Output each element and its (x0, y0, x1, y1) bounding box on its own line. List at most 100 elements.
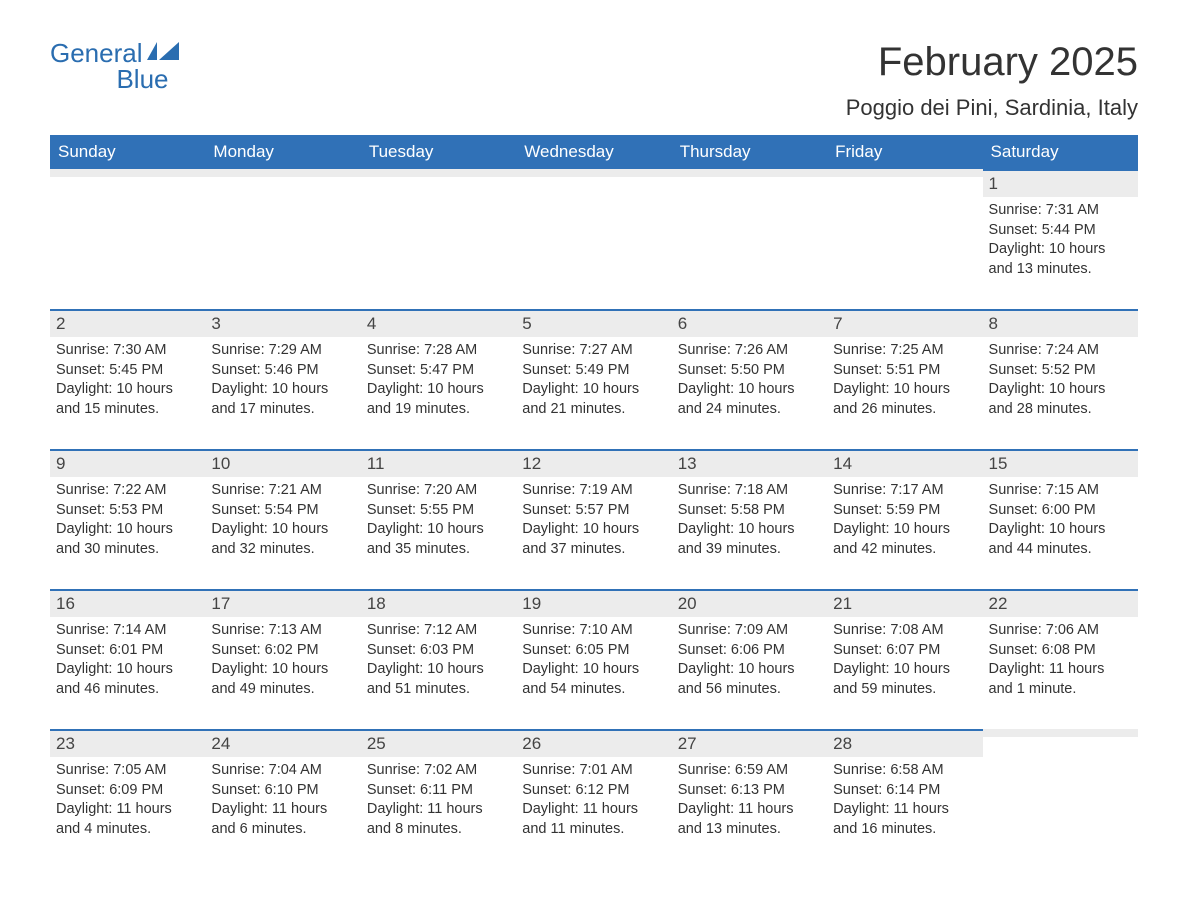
day-number (361, 169, 516, 177)
day-number: 5 (516, 309, 671, 337)
day-number: 1 (983, 169, 1138, 197)
calendar-cell: 27Sunrise: 6:59 AMSunset: 6:13 PMDayligh… (672, 729, 827, 869)
day-number (827, 169, 982, 177)
calendar-cell: 15Sunrise: 7:15 AMSunset: 6:00 PMDayligh… (983, 449, 1138, 589)
daylight-text: Daylight: 10 hours and 46 minutes. (56, 660, 199, 699)
day-content: Sunrise: 7:26 AMSunset: 5:50 PMDaylight:… (672, 337, 827, 427)
sunset-text: Sunset: 5:46 PM (211, 361, 354, 381)
sunrise-text: Sunrise: 7:21 AM (211, 481, 354, 501)
day-number: 7 (827, 309, 982, 337)
calendar-cell (516, 169, 671, 309)
calendar-cell (827, 169, 982, 309)
day-content: Sunrise: 7:20 AMSunset: 5:55 PMDaylight:… (361, 477, 516, 567)
day-number: 28 (827, 729, 982, 757)
calendar-cell: 8Sunrise: 7:24 AMSunset: 5:52 PMDaylight… (983, 309, 1138, 449)
sunrise-text: Sunrise: 7:13 AM (211, 621, 354, 641)
calendar-cell: 10Sunrise: 7:21 AMSunset: 5:54 PMDayligh… (205, 449, 360, 589)
logo-icon (147, 40, 179, 66)
day-number (205, 169, 360, 177)
sunrise-text: Sunrise: 6:58 AM (833, 761, 976, 781)
day-number: 26 (516, 729, 671, 757)
day-content: Sunrise: 7:22 AMSunset: 5:53 PMDaylight:… (50, 477, 205, 567)
day-number (672, 169, 827, 177)
sunrise-text: Sunrise: 7:28 AM (367, 341, 510, 361)
day-content: Sunrise: 7:25 AMSunset: 5:51 PMDaylight:… (827, 337, 982, 427)
title-block: February 2025 Poggio dei Pini, Sardinia,… (846, 40, 1138, 121)
calendar-cell: 4Sunrise: 7:28 AMSunset: 5:47 PMDaylight… (361, 309, 516, 449)
calendar-cell: 25Sunrise: 7:02 AMSunset: 6:11 PMDayligh… (361, 729, 516, 869)
day-content: Sunrise: 7:10 AMSunset: 6:05 PMDaylight:… (516, 617, 671, 707)
logo-text-2: Blue (116, 66, 168, 92)
sunset-text: Sunset: 5:54 PM (211, 501, 354, 521)
day-content: Sunrise: 6:59 AMSunset: 6:13 PMDaylight:… (672, 757, 827, 847)
calendar-cell: 3Sunrise: 7:29 AMSunset: 5:46 PMDaylight… (205, 309, 360, 449)
sunset-text: Sunset: 5:59 PM (833, 501, 976, 521)
sunrise-text: Sunrise: 7:22 AM (56, 481, 199, 501)
day-number: 18 (361, 589, 516, 617)
calendar-cell: 24Sunrise: 7:04 AMSunset: 6:10 PMDayligh… (205, 729, 360, 869)
calendar-cell (361, 169, 516, 309)
day-number: 22 (983, 589, 1138, 617)
day-content: Sunrise: 7:14 AMSunset: 6:01 PMDaylight:… (50, 617, 205, 707)
sunset-text: Sunset: 6:05 PM (522, 641, 665, 661)
day-number: 12 (516, 449, 671, 477)
sunrise-text: Sunrise: 7:10 AM (522, 621, 665, 641)
daylight-text: Daylight: 10 hours and 42 minutes. (833, 520, 976, 559)
sunset-text: Sunset: 6:13 PM (678, 781, 821, 801)
sunrise-text: Sunrise: 7:25 AM (833, 341, 976, 361)
calendar-table: Sunday Monday Tuesday Wednesday Thursday… (50, 135, 1138, 869)
daylight-text: Daylight: 10 hours and 32 minutes. (211, 520, 354, 559)
sunset-text: Sunset: 5:49 PM (522, 361, 665, 381)
calendar-cell (205, 169, 360, 309)
calendar-cell: 7Sunrise: 7:25 AMSunset: 5:51 PMDaylight… (827, 309, 982, 449)
daylight-text: Daylight: 11 hours and 8 minutes. (367, 800, 510, 839)
month-title: February 2025 (846, 40, 1138, 85)
day-content: Sunrise: 7:21 AMSunset: 5:54 PMDaylight:… (205, 477, 360, 567)
day-number: 4 (361, 309, 516, 337)
calendar-cell: 16Sunrise: 7:14 AMSunset: 6:01 PMDayligh… (50, 589, 205, 729)
daylight-text: Daylight: 10 hours and 51 minutes. (367, 660, 510, 699)
sunset-text: Sunset: 6:01 PM (56, 641, 199, 661)
daylight-text: Daylight: 11 hours and 4 minutes. (56, 800, 199, 839)
sunrise-text: Sunrise: 7:20 AM (367, 481, 510, 501)
sunrise-text: Sunrise: 7:14 AM (56, 621, 199, 641)
sunset-text: Sunset: 5:50 PM (678, 361, 821, 381)
sunrise-text: Sunrise: 7:29 AM (211, 341, 354, 361)
sunrise-text: Sunrise: 7:24 AM (989, 341, 1132, 361)
calendar-body: 1Sunrise: 7:31 AMSunset: 5:44 PMDaylight… (50, 169, 1138, 869)
calendar-header-row: Sunday Monday Tuesday Wednesday Thursday… (50, 135, 1138, 169)
day-content: Sunrise: 7:28 AMSunset: 5:47 PMDaylight:… (361, 337, 516, 427)
daylight-text: Daylight: 10 hours and 39 minutes. (678, 520, 821, 559)
day-number: 8 (983, 309, 1138, 337)
day-content: Sunrise: 7:30 AMSunset: 5:45 PMDaylight:… (50, 337, 205, 427)
day-content: Sunrise: 6:58 AMSunset: 6:14 PMDaylight:… (827, 757, 982, 847)
sunrise-text: Sunrise: 7:30 AM (56, 341, 199, 361)
daylight-text: Daylight: 10 hours and 21 minutes. (522, 380, 665, 419)
sunrise-text: Sunrise: 7:26 AM (678, 341, 821, 361)
day-header-sunday: Sunday (50, 135, 205, 169)
day-number (516, 169, 671, 177)
calendar-cell: 20Sunrise: 7:09 AMSunset: 6:06 PMDayligh… (672, 589, 827, 729)
day-number: 23 (50, 729, 205, 757)
calendar-cell: 28Sunrise: 6:58 AMSunset: 6:14 PMDayligh… (827, 729, 982, 869)
calendar-week-row: 2Sunrise: 7:30 AMSunset: 5:45 PMDaylight… (50, 309, 1138, 449)
sunset-text: Sunset: 5:45 PM (56, 361, 199, 381)
sunset-text: Sunset: 6:00 PM (989, 501, 1132, 521)
header: General Blue February 2025 Poggio dei Pi… (50, 40, 1138, 121)
calendar-cell: 18Sunrise: 7:12 AMSunset: 6:03 PMDayligh… (361, 589, 516, 729)
day-header-monday: Monday (205, 135, 360, 169)
sunset-text: Sunset: 5:53 PM (56, 501, 199, 521)
sunset-text: Sunset: 5:44 PM (989, 221, 1132, 241)
day-content: Sunrise: 7:02 AMSunset: 6:11 PMDaylight:… (361, 757, 516, 847)
calendar-week-row: 1Sunrise: 7:31 AMSunset: 5:44 PMDaylight… (50, 169, 1138, 309)
sunrise-text: Sunrise: 7:01 AM (522, 761, 665, 781)
calendar-cell: 14Sunrise: 7:17 AMSunset: 5:59 PMDayligh… (827, 449, 982, 589)
calendar-cell: 23Sunrise: 7:05 AMSunset: 6:09 PMDayligh… (50, 729, 205, 869)
daylight-text: Daylight: 10 hours and 54 minutes. (522, 660, 665, 699)
sunset-text: Sunset: 6:08 PM (989, 641, 1132, 661)
day-content: Sunrise: 7:04 AMSunset: 6:10 PMDaylight:… (205, 757, 360, 847)
daylight-text: Daylight: 11 hours and 6 minutes. (211, 800, 354, 839)
calendar-cell: 26Sunrise: 7:01 AMSunset: 6:12 PMDayligh… (516, 729, 671, 869)
daylight-text: Daylight: 10 hours and 28 minutes. (989, 380, 1132, 419)
day-number: 20 (672, 589, 827, 617)
